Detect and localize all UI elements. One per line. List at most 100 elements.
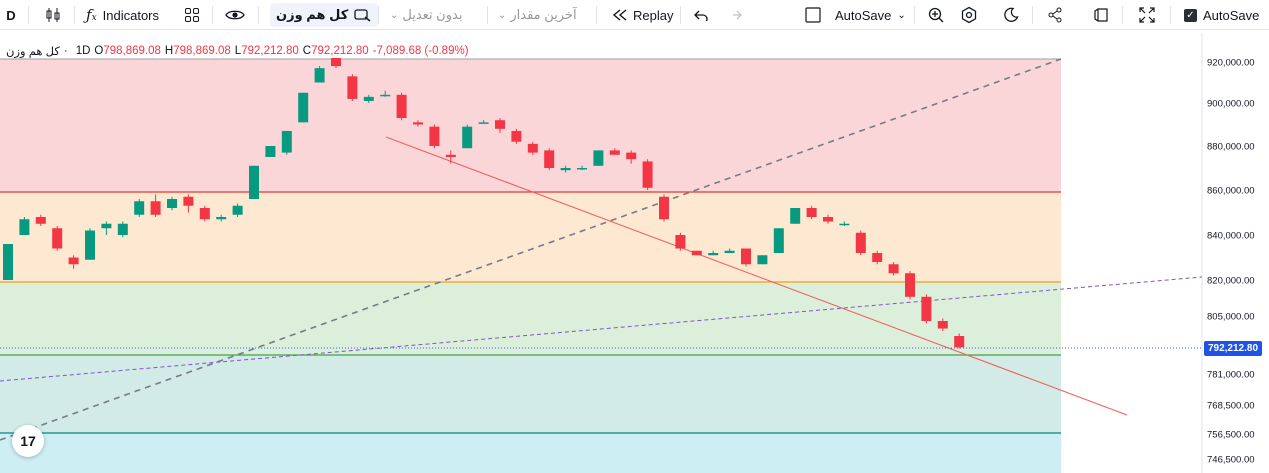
candle-body [708, 253, 719, 256]
legend-high: 798,869.08 [173, 45, 231, 57]
candle-body [347, 76, 358, 99]
candle-body [396, 94, 407, 119]
candle-body [216, 217, 227, 220]
price-tick-label: 820,000.00 [1207, 276, 1255, 287]
legend-low-key: L [234, 45, 242, 57]
value-label: آخرین مقدار [510, 7, 577, 22]
chevron-down-icon: ⌄ [897, 9, 906, 21]
trendline-dashed-gray[interactable] [0, 58, 1062, 441]
chart-area[interactable]: 920,000.00 900,000.00 880,000.00 860,000.00… [0, 33, 1269, 473]
candle-body [855, 232, 866, 253]
autosave-toggle[interactable]: ✓ AutoSave [1184, 3, 1259, 27]
fx-icon: ƒx [86, 6, 97, 24]
candle-body [462, 126, 473, 149]
legend-open-key: O [94, 45, 104, 57]
zone-cyan [0, 433, 1061, 473]
snapshot-button[interactable] [1090, 3, 1112, 27]
undo-button[interactable] [690, 3, 712, 27]
replay-button[interactable]: Replay [612, 3, 673, 27]
adjustment-label: بدون تعدیل [402, 7, 463, 22]
theme-button[interactable] [1000, 3, 1022, 27]
chart-type-button[interactable] [40, 3, 66, 27]
legend-high-key: H [164, 45, 174, 57]
legend-close-key: C [302, 45, 312, 57]
candle-body [544, 150, 555, 168]
symbol-search-button[interactable]: کل هم وزن [270, 3, 379, 27]
interval-label: D [6, 7, 16, 23]
price-tick-label: 746,500.00 [1207, 455, 1255, 466]
settings-button[interactable] [958, 3, 980, 27]
layout-button[interactable] [802, 3, 824, 27]
replay-icon [612, 9, 627, 21]
last-price-badge: 792,212.80 [1204, 341, 1262, 356]
candle-body [495, 120, 505, 129]
tradingview-logo[interactable]: 17 [12, 425, 44, 457]
candle-body [445, 154, 456, 157]
zone-green [0, 282, 1061, 355]
candle-body [839, 223, 850, 226]
price-tick-label: 768,500.00 [1207, 401, 1255, 412]
visibility-button[interactable] [222, 3, 248, 27]
candle-body [68, 257, 79, 265]
chart-legend: کل هم وزن · 1D O 798,869.08 H 798,869.08 L… [6, 45, 469, 58]
candles-icon [46, 8, 60, 22]
legend-open: 798,869.08 [103, 45, 161, 57]
candle-body [478, 122, 489, 124]
replay-label: Replay [633, 7, 674, 23]
chevron-down-icon: ⌄ [390, 9, 399, 21]
redo-button[interactable] [724, 3, 746, 27]
candle-body [790, 208, 801, 224]
top-toolbar: D ƒx Indicators کل هم وزن ⌄ بدون تعدیل ⌄… [0, 0, 1269, 30]
price-tick-label: 781,000.00 [1207, 370, 1255, 381]
legend-change: -7,089.68 (-0.89%) [372, 45, 469, 57]
candle-body [806, 208, 817, 217]
interval-button[interactable]: D [4, 3, 18, 27]
candle-body [626, 152, 637, 160]
quick-search-button[interactable] [925, 3, 947, 27]
autosave-dropdown[interactable]: AutoSave ⌄ [835, 3, 906, 27]
candle-body [560, 168, 571, 171]
price-tick-label: 920,000.00 [1207, 58, 1255, 69]
checkbox-checked-icon[interactable]: ✓ [1184, 8, 1197, 22]
autosave-label: AutoSave [835, 7, 892, 23]
candle-body [675, 235, 686, 249]
candle-body [232, 205, 243, 215]
indicators-label: Indicators [102, 7, 160, 23]
price-tick-label: 840,000.00 [1207, 231, 1255, 242]
candle-body [691, 250, 702, 256]
trendline-dashed-purple[interactable] [0, 276, 1203, 382]
legend-close: 792,212.80 [311, 45, 369, 57]
legend-symbol[interactable]: کل هم وزن [6, 46, 60, 58]
templates-button[interactable] [180, 3, 204, 27]
gear-icon [961, 6, 977, 24]
price-tick-label: 860,000.00 [1207, 186, 1255, 197]
price-tick-label: 805,000.00 [1207, 312, 1255, 323]
candle-body [527, 143, 538, 153]
candle-body [757, 255, 768, 265]
fullscreen-icon [1139, 7, 1155, 23]
price-tick-label: 880,000.00 [1207, 142, 1255, 153]
candle-body [117, 223, 128, 235]
price-chart[interactable]: 920,000.00 900,000.00 880,000.00 860,000.00… [0, 33, 1269, 473]
autosave-checkbox-label: AutoSave [1203, 7, 1260, 23]
redo-icon [733, 10, 742, 20]
candle-body [265, 146, 276, 157]
zone-teal [0, 355, 1061, 433]
indicators-button[interactable]: ƒx Indicators [86, 3, 159, 27]
trendline-red[interactable] [385, 136, 1128, 416]
candle-body [52, 228, 63, 249]
candle-body [577, 168, 587, 170]
candle-body [380, 94, 391, 97]
fullscreen-button[interactable] [1136, 3, 1158, 27]
value-dropdown[interactable]: ⌄ آخرین مقدار [498, 3, 577, 27]
symbol-search-label: کل هم وزن [276, 7, 349, 22]
adjustment-dropdown[interactable]: ⌄ بدون تعدیل [390, 3, 462, 27]
eye-icon [225, 10, 245, 20]
candle-body [741, 248, 751, 265]
candle-body [85, 230, 95, 260]
share-button[interactable] [1044, 3, 1066, 27]
last-price-label: 792,212.80 [1207, 343, 1259, 354]
price-axis[interactable]: 920,000.00 900,000.00 880,000.00 860,000.00… [1207, 58, 1255, 466]
candle-body [134, 201, 145, 215]
zone-red [0, 59, 1061, 192]
